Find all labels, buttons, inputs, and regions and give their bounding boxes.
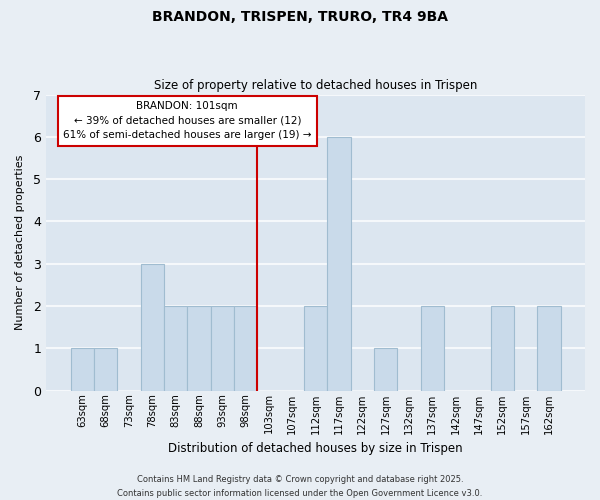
Bar xyxy=(94,348,118,391)
Text: BRANDON: 101sqm
← 39% of detached houses are smaller (12)
61% of semi-detached h: BRANDON: 101sqm ← 39% of detached houses… xyxy=(63,101,311,140)
Text: BRANDON, TRISPEN, TRURO, TR4 9BA: BRANDON, TRISPEN, TRURO, TR4 9BA xyxy=(152,10,448,24)
Bar xyxy=(187,306,211,390)
Title: Size of property relative to detached houses in Trispen: Size of property relative to detached ho… xyxy=(154,79,477,92)
Bar xyxy=(164,306,187,390)
X-axis label: Distribution of detached houses by size in Trispen: Distribution of detached houses by size … xyxy=(168,442,463,455)
Text: Contains HM Land Registry data © Crown copyright and database right 2025.
Contai: Contains HM Land Registry data © Crown c… xyxy=(118,476,482,498)
Bar xyxy=(491,306,514,390)
Bar xyxy=(374,348,397,391)
Y-axis label: Number of detached properties: Number of detached properties xyxy=(15,155,25,330)
Bar xyxy=(71,348,94,391)
Bar xyxy=(304,306,327,390)
Bar xyxy=(327,137,350,390)
Bar xyxy=(211,306,234,390)
Bar xyxy=(140,264,164,390)
Bar xyxy=(421,306,444,390)
Bar xyxy=(234,306,257,390)
Bar xyxy=(537,306,560,390)
